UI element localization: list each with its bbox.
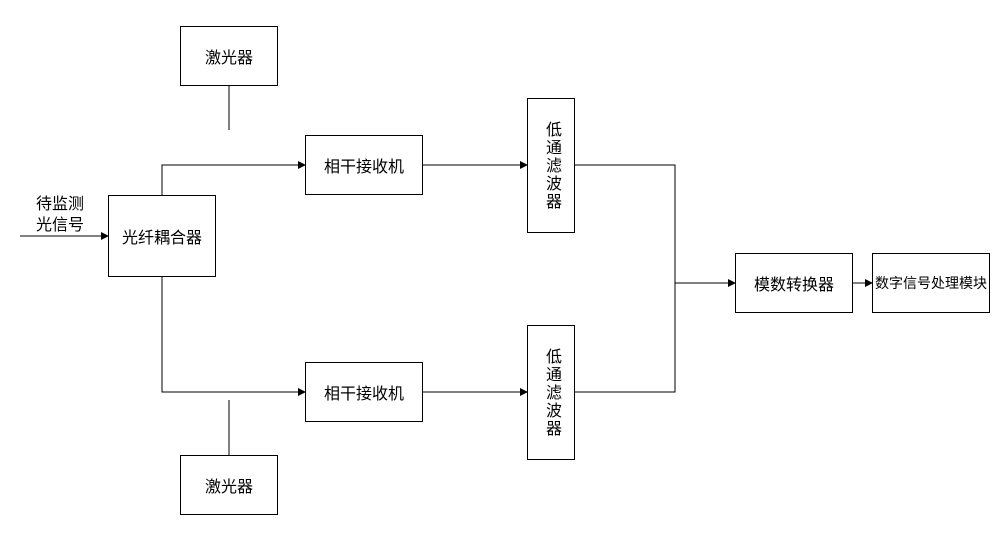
node-label: 数字信号处理模块 xyxy=(875,273,987,293)
node-lowpass-filter-top: 低通滤波器 xyxy=(527,98,575,233)
node-laser-bottom: 激光器 xyxy=(180,455,278,515)
node-laser-top: 激光器 xyxy=(180,26,278,86)
node-label: 相干接收机 xyxy=(324,153,404,177)
diagram-canvas: 待监测 光信号 光纤耦合器 激光器 激光器 相干接收机 相干接收机 低通滤波器 … xyxy=(0,0,1000,548)
input-label-line2: 光信号 xyxy=(36,217,84,234)
node-coherent-receiver-bottom: 相干接收机 xyxy=(305,362,423,422)
input-label-line1: 待监测 xyxy=(36,196,84,213)
node-lowpass-filter-bottom: 低通滤波器 xyxy=(527,325,575,460)
node-label: 低通滤波器 xyxy=(539,121,563,211)
node-label: 相干接收机 xyxy=(324,380,404,404)
node-label: 激光器 xyxy=(205,473,253,497)
node-fiber-coupler: 光纤耦合器 xyxy=(108,195,216,277)
node-adc: 模数转换器 xyxy=(735,253,853,313)
node-label: 激光器 xyxy=(205,44,253,68)
node-label: 模数转换器 xyxy=(754,271,834,295)
node-dsp-module: 数字信号处理模块 xyxy=(872,253,990,313)
node-label: 低通滤波器 xyxy=(539,348,563,438)
node-label: 光纤耦合器 xyxy=(122,224,202,248)
input-signal-label: 待监测 光信号 xyxy=(30,195,90,237)
node-coherent-receiver-top: 相干接收机 xyxy=(305,135,423,195)
